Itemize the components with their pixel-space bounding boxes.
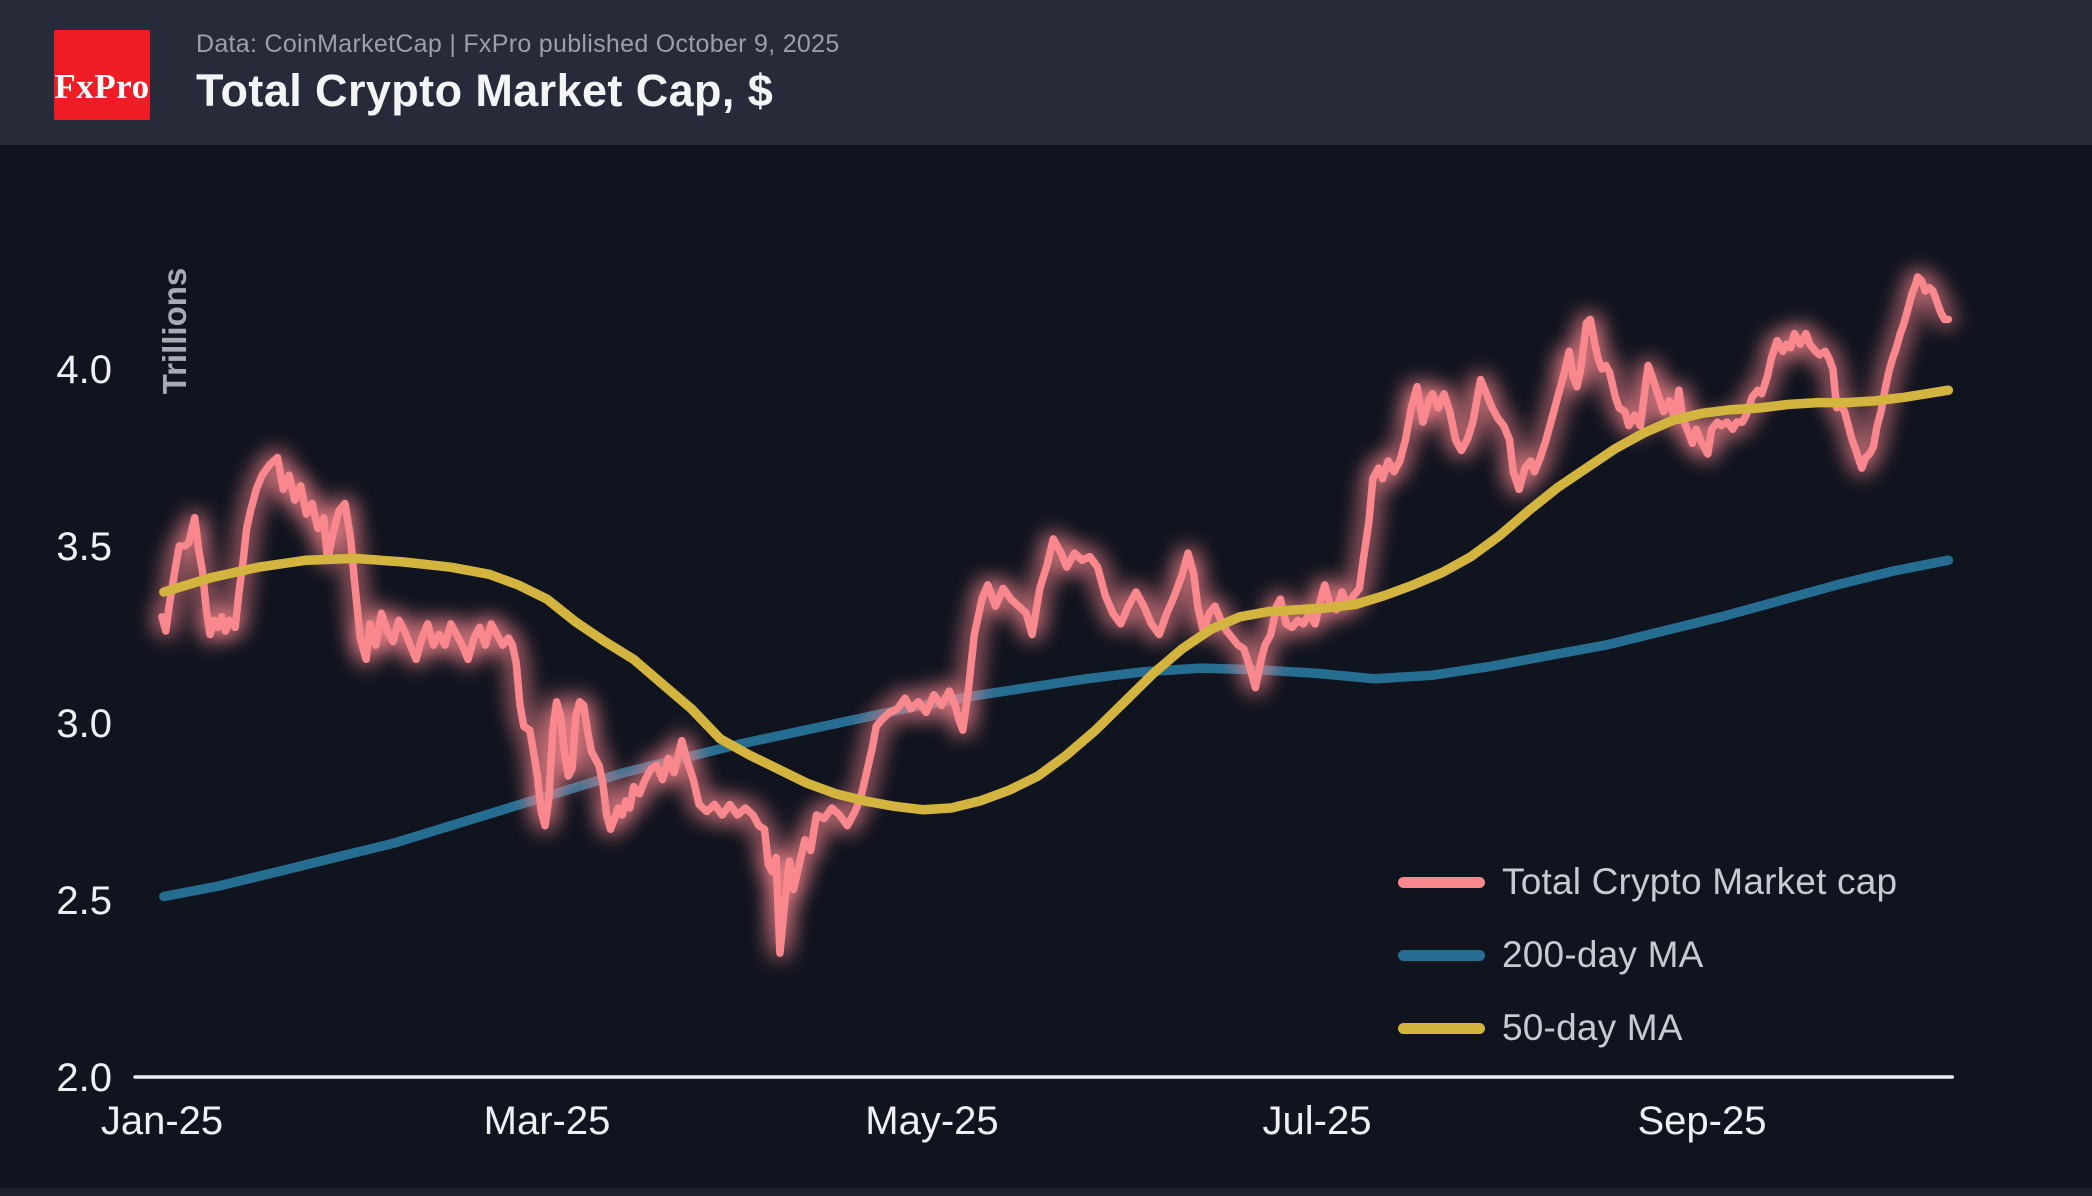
- page-title: Total Crypto Market Cap, $: [196, 64, 774, 116]
- x-axis-tick-label: Mar-25: [484, 1099, 611, 1143]
- x-axis-tick-label: Jul-25: [1263, 1099, 1372, 1143]
- legend-label-total-crypto: Total Crypto Market cap: [1502, 861, 1898, 902]
- data-source-line: Data: CoinMarketCap | FxPro published Oc…: [196, 29, 840, 58]
- legend-label-50-day-ma: 50-day MA: [1502, 1007, 1683, 1048]
- footer-strip: [0, 1188, 2092, 1196]
- header: FxPro Data: CoinMarketCap | FxPro publis…: [0, 0, 2092, 145]
- legend-item-200-day-ma: 200-day MA: [1398, 934, 1897, 976]
- y-axis-tick-label: 2.0: [56, 1056, 112, 1100]
- y-axis-tick-label: 2.5: [56, 879, 112, 923]
- fxpro-logo-text: FxPro: [54, 66, 150, 106]
- legend-item-total-crypto: Total Crypto Market cap: [1398, 861, 1897, 903]
- x-axis-tick-label: Sep-25: [1638, 1099, 1767, 1143]
- fxpro-logo: FxPro: [54, 29, 150, 120]
- x-axis-tick-label: May-25: [865, 1099, 998, 1143]
- series-line-total: [158, 273, 1953, 957]
- x-axis-tick-label: Jan-25: [101, 1099, 223, 1143]
- legend-swatch-50-day-ma: [1398, 1022, 1485, 1034]
- legend-swatch-200-day-ma: [1398, 949, 1485, 961]
- y-axis-title: Trillions: [156, 268, 193, 395]
- series-line-ma200: [159, 555, 1954, 902]
- series-line-ma50: [159, 385, 1954, 815]
- legend: Total Crypto Market cap 200-day MA 50-da…: [1398, 861, 1897, 1049]
- legend-swatch-total-crypto: [1398, 876, 1485, 888]
- header-text-block: Data: CoinMarketCap | FxPro published Oc…: [196, 30, 840, 116]
- y-axis-tick-label: 3.5: [56, 525, 112, 569]
- y-axis-tick-label: 3.0: [56, 702, 112, 746]
- legend-item-50-day-ma: 50-day MA: [1398, 1007, 1897, 1049]
- legend-label-200-day-ma: 200-day MA: [1502, 934, 1704, 975]
- y-axis-tick-label: 4.0: [56, 348, 112, 392]
